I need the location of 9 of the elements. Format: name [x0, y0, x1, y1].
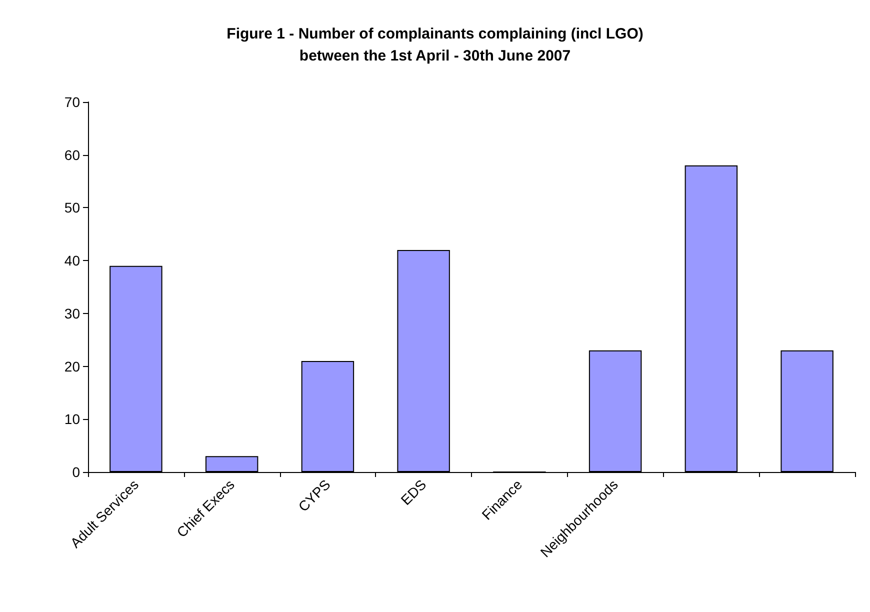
- y-tick-label: 0: [72, 464, 80, 480]
- y-tick-label: 30: [64, 305, 80, 322]
- y-tick-label: 20: [64, 358, 80, 374]
- y-tick-label: 50: [64, 200, 80, 216]
- y-tick-label: 10: [64, 411, 80, 428]
- y-tick-label: 70: [64, 94, 80, 110]
- y-tick-label: 60: [64, 146, 80, 163]
- chart-title: Figure 1 - Number of complainants complaining (incl LGO) between the 1st April - 30th June 2007: [226, 26, 644, 64]
- y-tick-label: 40: [64, 252, 80, 269]
